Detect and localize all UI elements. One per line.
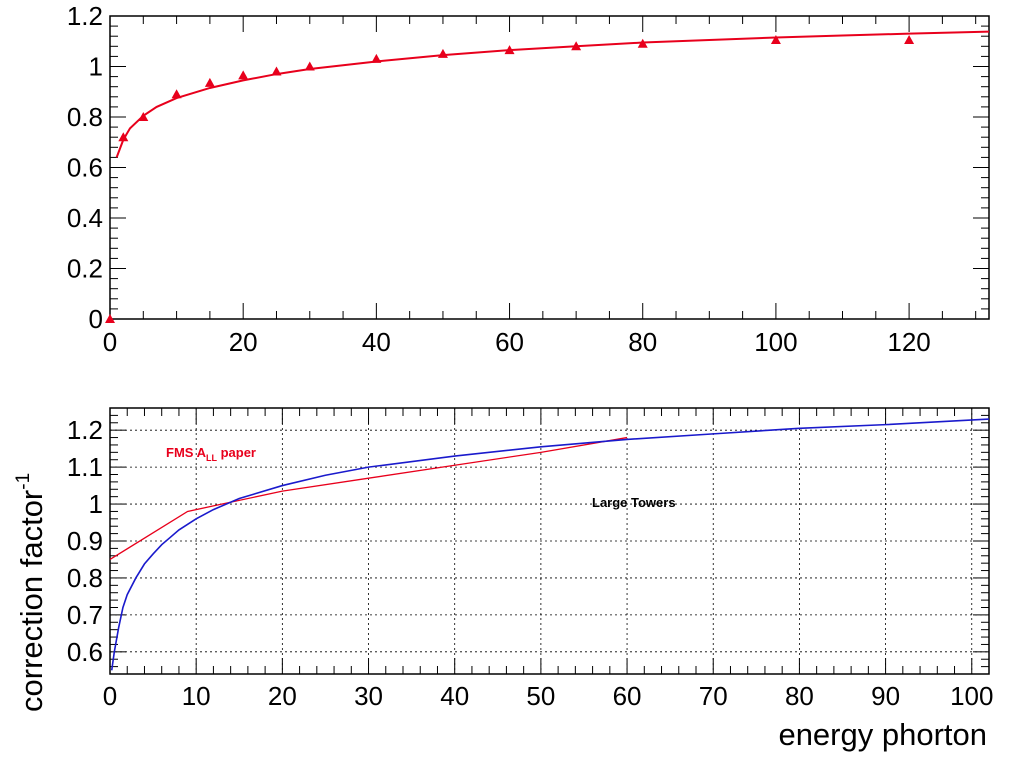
annotation-fms-sub: LL	[206, 453, 217, 463]
bottom-x-tick-label: 70	[699, 681, 728, 711]
top-data-point	[371, 53, 382, 63]
bottom-y-tick-label: 1	[89, 489, 103, 519]
y-axis-title: correction factor-1	[13, 473, 49, 712]
top-y-tick-label: 0.6	[67, 153, 103, 183]
top-x-tick-label: 20	[229, 327, 258, 357]
top-data-point	[571, 41, 582, 51]
bottom-x-tick-label: 20	[268, 681, 297, 711]
annotation-fms-a: FMS A	[166, 445, 207, 460]
top-data-point	[637, 38, 648, 48]
bottom-y-tick-label: 0.7	[67, 600, 103, 630]
top-data-point	[437, 48, 448, 58]
bottom-series-large-towers-line	[110, 418, 990, 671]
top-data-point	[238, 70, 249, 80]
bottom-x-tick-label: 10	[182, 681, 211, 711]
top-x-tick-label: 40	[362, 327, 391, 357]
top-data-point	[105, 314, 115, 323]
bottom-x-tick-label: 0	[103, 681, 117, 711]
bottom-x-tick-label: 100	[950, 681, 993, 711]
bottom-y-tick-label: 1.1	[67, 452, 103, 482]
bottom-x-tick-label: 40	[440, 681, 469, 711]
bottom-chart-grid	[110, 408, 989, 674]
top-data-point	[118, 132, 129, 142]
top-data-point	[770, 34, 781, 44]
bottom-chart-panel: 0 10 20 30 40 50 60 70 80 90 100 0.6 0.7 0.8 0.9 1 1.1 1.…	[13, 407, 994, 752]
top-data-point	[904, 34, 915, 44]
top-chart-tick-labels: 0 20 40 60 80 100 120 0 0.2 0.4 0.6 0.8 1 1.2	[67, 1, 931, 357]
top-chart-frame	[109, 15, 990, 320]
bottom-chart-tick-labels: 0 10 20 30 40 50 60 70 80 90 100 0.6 0.7 0.8 0.9 1 1.1 1.…	[67, 415, 994, 711]
top-y-tick-label: 0.2	[67, 254, 103, 284]
bottom-x-tick-label: 60	[613, 681, 642, 711]
top-chart-series	[105, 30, 990, 323]
top-fit-line	[115, 30, 990, 158]
annotation-fms-all-paper: FMS ALL paper	[166, 445, 256, 463]
bottom-y-tick-label: 1.2	[67, 415, 103, 445]
top-data-point	[138, 112, 149, 121]
top-data-point	[204, 77, 215, 87]
top-chart-ticks	[109, 15, 989, 320]
top-data-point	[304, 61, 315, 71]
top-y-tick-label: 1	[89, 52, 103, 82]
bottom-y-tick-label: 0.9	[67, 526, 103, 556]
bottom-series-fms-line	[109, 436, 628, 561]
annotation-fms-suffix: paper	[217, 445, 256, 460]
bottom-chart-ticks	[109, 408, 990, 674]
bottom-y-tick-label: 0.8	[67, 563, 103, 593]
bottom-chart-series	[109, 418, 990, 671]
bottom-x-tick-label: 80	[785, 681, 814, 711]
top-y-tick-label: 1.2	[67, 1, 103, 31]
top-x-tick-label: 100	[754, 327, 797, 357]
top-x-tick-label: 120	[887, 327, 930, 357]
top-data-point	[504, 45, 515, 55]
top-x-tick-label: 80	[628, 327, 657, 357]
bottom-x-tick-label: 90	[871, 681, 900, 711]
x-axis-title: energy phorton	[778, 717, 987, 752]
top-x-tick-label: 60	[495, 327, 524, 357]
annotation-large-towers: Large Towers	[592, 495, 676, 510]
bottom-x-tick-label: 30	[354, 681, 383, 711]
top-y-tick-label: 0	[89, 304, 103, 334]
top-y-tick-label: 0.8	[67, 102, 103, 132]
top-data-point	[171, 89, 182, 99]
top-x-tick-label: 0	[103, 327, 117, 357]
top-data-point	[271, 66, 282, 76]
y-axis-title-main: correction factor	[14, 490, 49, 712]
top-y-tick-label: 0.4	[67, 203, 103, 233]
bottom-x-tick-label: 50	[526, 681, 555, 711]
top-chart-panel: 0 20 40 60 80 100 120 0 0.2 0.4 0.6 0.8 1 1.2	[67, 1, 990, 357]
bottom-y-tick-label: 0.6	[67, 637, 103, 667]
y-axis-title-sup: -1	[13, 473, 34, 490]
